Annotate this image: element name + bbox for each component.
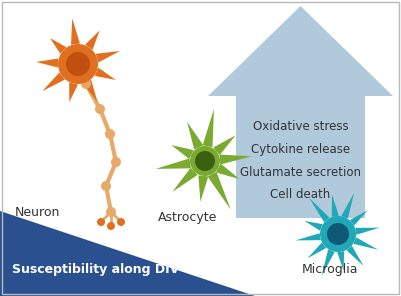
Polygon shape xyxy=(355,228,379,235)
Polygon shape xyxy=(296,233,321,240)
Polygon shape xyxy=(42,73,65,91)
Circle shape xyxy=(195,151,215,171)
Polygon shape xyxy=(346,246,364,266)
Text: Neuron: Neuron xyxy=(15,206,61,219)
Circle shape xyxy=(58,44,98,84)
Circle shape xyxy=(107,222,115,230)
Polygon shape xyxy=(36,59,58,67)
Text: Cell death: Cell death xyxy=(270,189,331,202)
Polygon shape xyxy=(50,38,67,54)
PathPatch shape xyxy=(208,6,393,218)
Polygon shape xyxy=(304,221,322,231)
Polygon shape xyxy=(0,211,255,296)
Polygon shape xyxy=(187,122,203,149)
Circle shape xyxy=(95,104,105,114)
Polygon shape xyxy=(203,109,214,147)
Polygon shape xyxy=(85,30,100,50)
Polygon shape xyxy=(95,67,116,80)
Text: Glutamate secretion: Glutamate secretion xyxy=(240,165,361,178)
Polygon shape xyxy=(353,237,378,250)
Polygon shape xyxy=(96,51,120,62)
Text: Astrocyte: Astrocyte xyxy=(158,211,217,224)
Polygon shape xyxy=(216,164,239,179)
Text: Cytokine release: Cytokine release xyxy=(251,142,350,155)
Polygon shape xyxy=(208,172,231,210)
Circle shape xyxy=(320,216,356,252)
Text: Microglia: Microglia xyxy=(302,263,358,276)
Polygon shape xyxy=(198,175,208,202)
Circle shape xyxy=(117,218,125,226)
Polygon shape xyxy=(69,83,78,102)
Polygon shape xyxy=(341,193,354,218)
Text: Oxidative stress: Oxidative stress xyxy=(253,120,348,133)
Polygon shape xyxy=(213,135,236,155)
Polygon shape xyxy=(322,250,335,276)
Polygon shape xyxy=(71,18,80,45)
Polygon shape xyxy=(337,251,344,271)
Polygon shape xyxy=(350,210,368,226)
Text: Susceptibility along DIV: Susceptibility along DIV xyxy=(12,263,179,276)
Polygon shape xyxy=(172,168,198,192)
Circle shape xyxy=(111,157,121,167)
Polygon shape xyxy=(172,145,194,159)
Circle shape xyxy=(66,52,90,76)
Circle shape xyxy=(101,181,111,191)
Circle shape xyxy=(105,129,115,139)
Polygon shape xyxy=(309,198,330,222)
Circle shape xyxy=(327,223,349,245)
Circle shape xyxy=(97,218,105,226)
Polygon shape xyxy=(156,158,191,169)
Circle shape xyxy=(106,207,116,217)
Polygon shape xyxy=(332,194,339,217)
Polygon shape xyxy=(83,80,98,102)
Circle shape xyxy=(190,146,220,176)
Polygon shape xyxy=(308,242,326,258)
Polygon shape xyxy=(219,155,252,165)
Circle shape xyxy=(81,79,91,89)
